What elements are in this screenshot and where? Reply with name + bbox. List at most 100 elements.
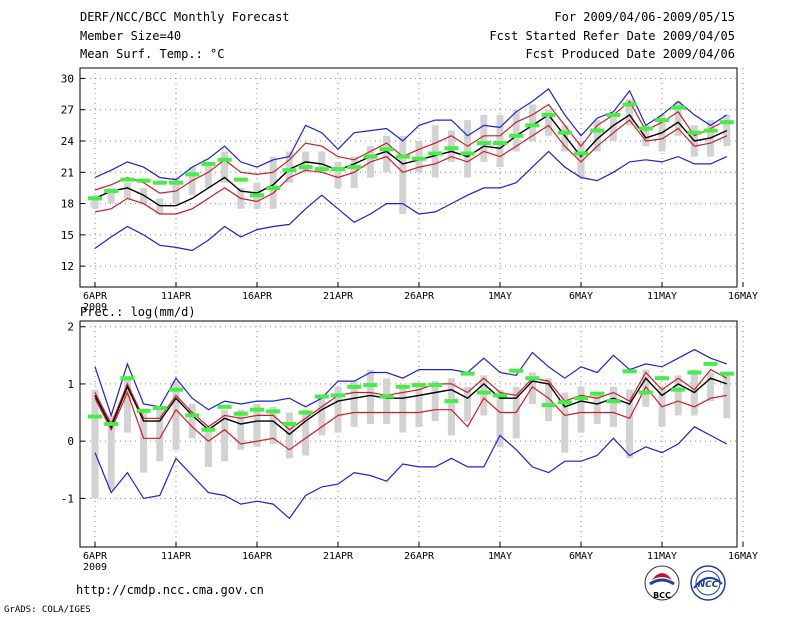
x-tick-label: 11APR <box>161 551 192 562</box>
marker-bar <box>169 387 183 392</box>
marker-bar <box>233 177 248 182</box>
marker-bar <box>185 172 200 177</box>
plot-frame <box>79 67 738 288</box>
range-box <box>447 130 455 162</box>
logo-group: BCC NCC <box>644 565 726 601</box>
x-tick-label: 6APR <box>83 551 108 562</box>
marker-bar <box>169 180 183 185</box>
range-box <box>318 151 326 173</box>
marker-bar <box>120 376 135 381</box>
marker-bar <box>444 146 459 151</box>
marker-bar <box>557 400 572 405</box>
marker-bar <box>104 421 119 426</box>
marker-bar <box>298 410 313 415</box>
lower-series-line <box>94 385 727 451</box>
bcc-logo-label: BCC <box>653 591 671 600</box>
range-box <box>674 101 682 136</box>
marker-bar <box>541 403 556 408</box>
x-tick-label: 6MAY <box>569 551 593 562</box>
range-box <box>609 386 617 427</box>
marker-bar <box>719 120 734 125</box>
marker-bar <box>444 399 459 404</box>
marker-bar <box>460 151 475 156</box>
y-tick-label: 2 <box>67 321 74 334</box>
marker-bar <box>266 409 281 414</box>
marker-bar <box>136 408 151 413</box>
range-box <box>561 125 569 152</box>
y-tick-label: 30 <box>61 72 74 85</box>
y-tick-label: -1 <box>61 492 74 505</box>
range-box <box>383 135 391 173</box>
range-box <box>642 369 650 407</box>
min-series-line <box>94 426 728 520</box>
marker-bar <box>606 112 621 117</box>
marker-bar <box>88 196 102 201</box>
range-box <box>302 409 310 456</box>
marker-bar <box>509 133 524 138</box>
y-tick-label: 12 <box>61 260 74 273</box>
marker-bar <box>557 130 572 135</box>
range-box <box>609 114 617 141</box>
range-box <box>188 403 196 439</box>
x-tick-label: 11APR <box>161 291 192 302</box>
marker-bar <box>671 387 686 392</box>
marker-bar <box>460 371 475 376</box>
marker-bar <box>687 130 702 135</box>
range-box <box>480 114 488 162</box>
variable-label: Mean Surf. Temp.: °C <box>80 47 225 61</box>
marker-bar <box>250 193 264 198</box>
range-box <box>528 104 536 141</box>
range-box <box>626 389 634 459</box>
marker-bar <box>638 390 653 395</box>
x-tick-label: 21APR <box>323 291 354 302</box>
x-tick-label: 1MAY <box>488 291 512 302</box>
marker-bar <box>152 180 167 185</box>
range-box <box>318 398 326 436</box>
marker-bar <box>703 361 718 366</box>
range-box <box>723 114 731 147</box>
range-box <box>674 375 682 416</box>
x-tick-label: 26APR <box>404 291 435 302</box>
marker-bar <box>347 165 362 170</box>
range-box <box>107 415 115 490</box>
marker-bar <box>314 167 329 172</box>
marker-bar <box>250 407 264 412</box>
range-box <box>528 372 536 404</box>
marker-bar <box>638 126 653 131</box>
lower-series-line <box>94 119 728 215</box>
marker-bar <box>428 151 443 156</box>
mean-series-line <box>94 377 728 436</box>
range-box <box>221 409 229 462</box>
ncc-logo-label: NCC <box>698 580 719 590</box>
range-box <box>383 378 391 424</box>
marker-bar <box>152 405 167 410</box>
marker-bar <box>298 165 313 170</box>
range-box <box>140 409 148 473</box>
x-tick-label: 16MAY <box>728 291 758 302</box>
website-url[interactable]: http://cmdp.ncc.cma.gov.cn <box>76 583 264 597</box>
marker-bar <box>493 393 507 398</box>
min-series-line <box>94 150 728 252</box>
y-tick-label: 18 <box>61 198 74 211</box>
marker-bar <box>412 156 426 161</box>
marker-bar <box>217 404 232 409</box>
range-box <box>496 389 504 447</box>
range-box <box>464 386 472 422</box>
x-tick-label: 16APR <box>242 551 273 562</box>
marker-bar <box>590 391 605 396</box>
marker-bar <box>671 105 686 110</box>
x-tick-label: 6MAY <box>569 291 593 302</box>
marker-bar <box>574 396 588 401</box>
ncc-logo: NCC <box>690 565 726 601</box>
marker-bar <box>314 394 329 399</box>
range-box <box>431 381 439 422</box>
marker-bar <box>525 376 540 381</box>
range-box <box>447 378 455 436</box>
marker-bar <box>655 376 669 381</box>
marker-bar <box>428 383 443 388</box>
x-tick-label: 11MAY <box>647 551 677 562</box>
marker-bar <box>104 189 119 194</box>
range-box <box>204 426 212 467</box>
y-tick-label: 24 <box>61 135 75 148</box>
